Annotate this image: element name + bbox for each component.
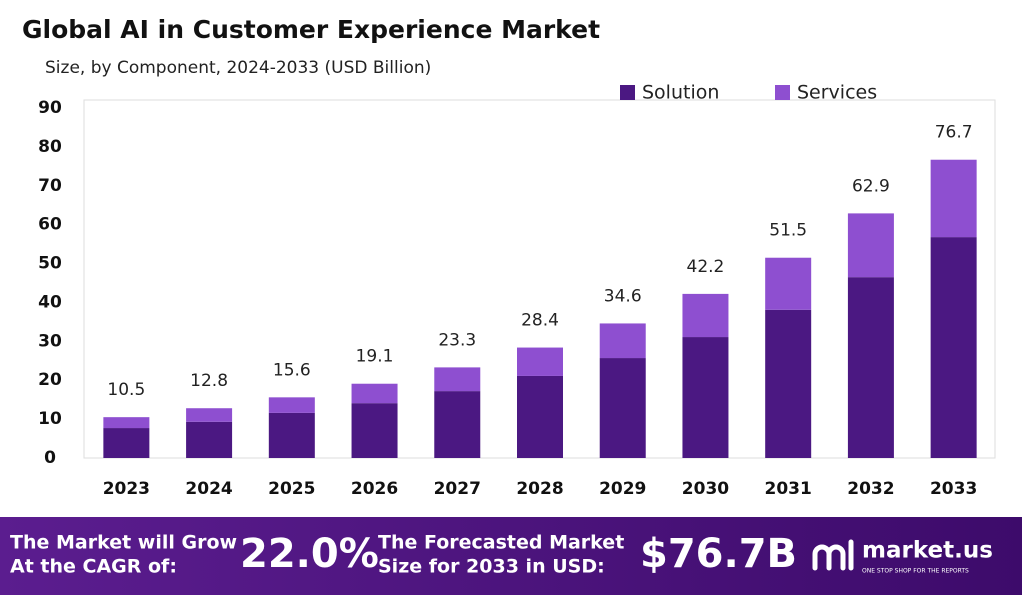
- bar-segment: [517, 375, 563, 458]
- bar-segment: [599, 358, 646, 458]
- bar-segment: [517, 347, 563, 376]
- legend-label: Solution: [642, 82, 719, 104]
- bar-segment: [765, 309, 812, 458]
- y-tick-label: 80: [38, 137, 62, 157]
- total-label: 15.6: [273, 360, 311, 380]
- cagr-text: At the CAGR of:: [10, 556, 177, 578]
- total-label: 10.5: [107, 380, 145, 400]
- cagr-value: 22.0%: [240, 531, 379, 577]
- bar-segment: [103, 428, 150, 458]
- y-tick-label: 40: [38, 292, 62, 312]
- legend-swatch: [775, 85, 790, 100]
- x-tick-label: 2033: [930, 479, 977, 499]
- y-tick-label: 90: [38, 98, 62, 118]
- x-tick-label: 2026: [351, 479, 398, 499]
- bar-segment: [268, 397, 315, 413]
- brand: market.us: [862, 538, 993, 564]
- bar-segment: [268, 412, 315, 458]
- cagr-text: The Market will Grow: [10, 532, 237, 554]
- total-label: 76.7: [935, 123, 973, 143]
- y-tick-label: 0: [44, 448, 56, 468]
- y-tick-label: 10: [38, 409, 62, 429]
- y-tick-label: 20: [38, 370, 62, 390]
- legend-swatch: [620, 85, 635, 100]
- x-tick-label: 2028: [516, 479, 563, 499]
- bar-segment: [930, 237, 977, 458]
- x-tick-label: 2027: [434, 479, 481, 499]
- bar-segment: [847, 277, 894, 458]
- total-label: 62.9: [852, 176, 890, 196]
- total-label: 51.5: [769, 221, 807, 241]
- bar-segment: [103, 417, 150, 429]
- x-tick-label: 2023: [103, 479, 150, 499]
- total-label: 34.6: [604, 286, 642, 306]
- total-label: 19.1: [356, 347, 394, 367]
- bar-segment: [765, 257, 812, 310]
- forecast-text: The Forecasted Market: [378, 532, 624, 554]
- x-tick-label: 2029: [599, 479, 646, 499]
- tagline: ONE STOP SHOP FOR THE REPORTS: [862, 568, 969, 575]
- x-tick-label: 2030: [682, 479, 729, 499]
- total-label: 23.3: [438, 330, 476, 350]
- total-label: 12.8: [190, 371, 228, 391]
- legend-label: Services: [797, 82, 877, 104]
- bar-segment: [186, 421, 233, 458]
- bar-segment: [186, 408, 233, 422]
- y-tick-label: 50: [38, 254, 62, 274]
- bar-segment: [847, 213, 894, 278]
- bar-segment: [682, 337, 729, 458]
- x-tick-label: 2025: [268, 479, 315, 499]
- x-tick-label: 2032: [847, 479, 894, 499]
- forecast-text: Size for 2033 in USD:: [378, 556, 605, 578]
- brand-logo: [812, 539, 854, 571]
- bar-segment: [434, 367, 481, 392]
- chart-title: Global AI in Customer Experience Market: [22, 15, 600, 44]
- y-tick-label: 70: [38, 176, 62, 196]
- y-tick-label: 30: [38, 331, 62, 351]
- bar-segment: [930, 159, 977, 238]
- bar-segment: [351, 403, 398, 458]
- y-tick-label: 60: [38, 215, 62, 235]
- bar-segment: [434, 391, 481, 458]
- total-label: 42.2: [687, 257, 725, 277]
- bar-segment: [351, 383, 398, 404]
- bar-segment: [599, 323, 646, 359]
- x-tick-label: 2024: [185, 479, 232, 499]
- x-tick-label: 2031: [765, 479, 812, 499]
- total-label: 28.4: [521, 311, 559, 331]
- forecast-value: $76.7B: [640, 531, 797, 577]
- bar-segment: [682, 293, 729, 338]
- chart-subtitle: Size, by Component, 2024-2033 (USD Billi…: [45, 58, 431, 78]
